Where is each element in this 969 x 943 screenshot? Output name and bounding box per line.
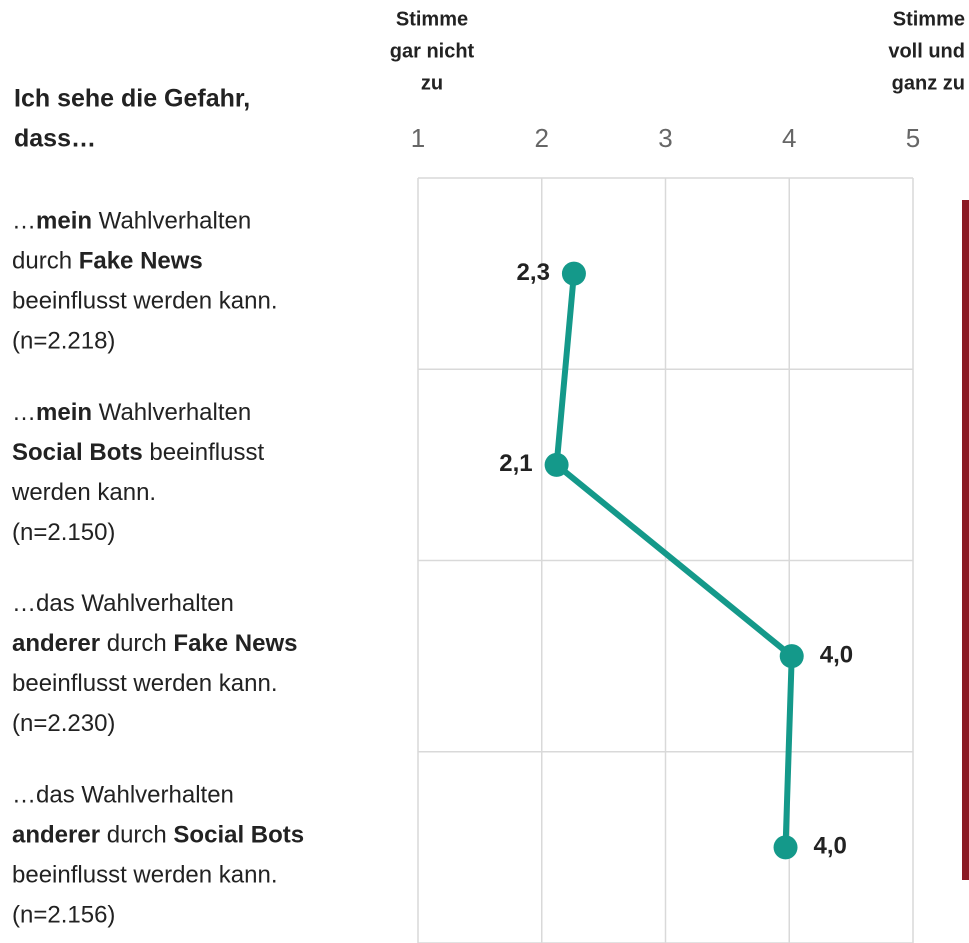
point bbox=[561, 261, 586, 286]
category-text: durch bbox=[100, 822, 173, 849]
category-text: werden kann. bbox=[11, 479, 156, 506]
category-label: …das Wahlverhalten bbox=[12, 782, 234, 809]
category-text: mein bbox=[36, 399, 92, 426]
axis-end-label: Stimme bbox=[396, 8, 468, 30]
category-label: (n=2.218) bbox=[12, 328, 115, 355]
category-text: anderer bbox=[12, 822, 100, 849]
point bbox=[773, 835, 798, 860]
category-label: Social Bots beeinflusst bbox=[12, 439, 264, 466]
category-text: Social Bots bbox=[12, 439, 143, 466]
x-tick-label: 1 bbox=[411, 123, 425, 153]
category-label: …mein Wahlverhalten bbox=[12, 208, 251, 235]
category-text: beeinflusst werden kann. bbox=[12, 288, 278, 315]
axis-end-label: voll und bbox=[888, 40, 965, 62]
value-label: 4,0 bbox=[820, 641, 853, 668]
x-tick-label: 4 bbox=[782, 123, 796, 153]
axis-end-label: gar nicht bbox=[390, 40, 475, 62]
x-tick-label: 2 bbox=[535, 123, 549, 153]
axis-end-label: zu bbox=[421, 72, 443, 94]
point bbox=[779, 644, 804, 669]
value-label: 2,3 bbox=[517, 259, 550, 286]
category-text: … bbox=[12, 399, 36, 426]
category-text: durch bbox=[12, 248, 79, 275]
category-text: Fake News bbox=[79, 248, 203, 275]
category-text: … bbox=[12, 208, 36, 235]
category-text: beeinflusst werden kann. bbox=[12, 862, 278, 889]
axis-title: dass… bbox=[14, 125, 96, 153]
category-label: beeinflusst werden kann. bbox=[12, 670, 278, 697]
line bbox=[553, 273, 795, 848]
axis-end-label: ganz zu bbox=[892, 72, 965, 94]
category-text: mein bbox=[36, 208, 92, 235]
category-text: durch bbox=[100, 630, 173, 657]
category-text: (n=2.150) bbox=[12, 519, 115, 546]
category-label: beeinflusst werden kann. bbox=[12, 288, 278, 315]
category-text: Fake News bbox=[173, 630, 297, 657]
category-text: beeinflusst bbox=[143, 439, 265, 466]
axis-title: Ich sehe die Gefahr, bbox=[14, 85, 250, 113]
category-text: (n=2.156) bbox=[12, 902, 115, 929]
category-label: beeinflusst werden kann. bbox=[12, 862, 278, 889]
point bbox=[544, 452, 569, 477]
category-text: anderer bbox=[12, 630, 100, 657]
category-label: …mein Wahlverhalten bbox=[12, 399, 251, 426]
category-text: (n=2.218) bbox=[12, 328, 115, 355]
category-label: durch Fake News bbox=[12, 248, 203, 275]
category-text: …das Wahlverhalten bbox=[12, 590, 234, 617]
category-label: werden kann. bbox=[11, 479, 156, 506]
category-text: Social Bots bbox=[173, 822, 304, 849]
category-label: (n=2.230) bbox=[12, 710, 115, 737]
category-label: …das Wahlverhalten bbox=[12, 590, 234, 617]
x-tick-label: 5 bbox=[906, 123, 920, 153]
category-text: Wahlverhalten bbox=[92, 399, 251, 426]
category-text: Wahlverhalten bbox=[92, 208, 251, 235]
value-label: 2,1 bbox=[499, 450, 532, 477]
x-tick-label: 3 bbox=[658, 123, 672, 153]
category-label: (n=2.156) bbox=[12, 902, 115, 929]
axis-end-label: Stimme bbox=[893, 8, 965, 30]
value-label: 4,0 bbox=[814, 833, 847, 860]
side-bar bbox=[962, 200, 969, 880]
category-label: anderer durch Social Bots bbox=[12, 822, 304, 849]
category-text: beeinflusst werden kann. bbox=[12, 670, 278, 697]
category-label: anderer durch Fake News bbox=[12, 630, 298, 657]
category-text: …das Wahlverhalten bbox=[12, 782, 234, 809]
category-text: (n=2.230) bbox=[12, 710, 115, 737]
category-label: (n=2.150) bbox=[12, 519, 115, 546]
